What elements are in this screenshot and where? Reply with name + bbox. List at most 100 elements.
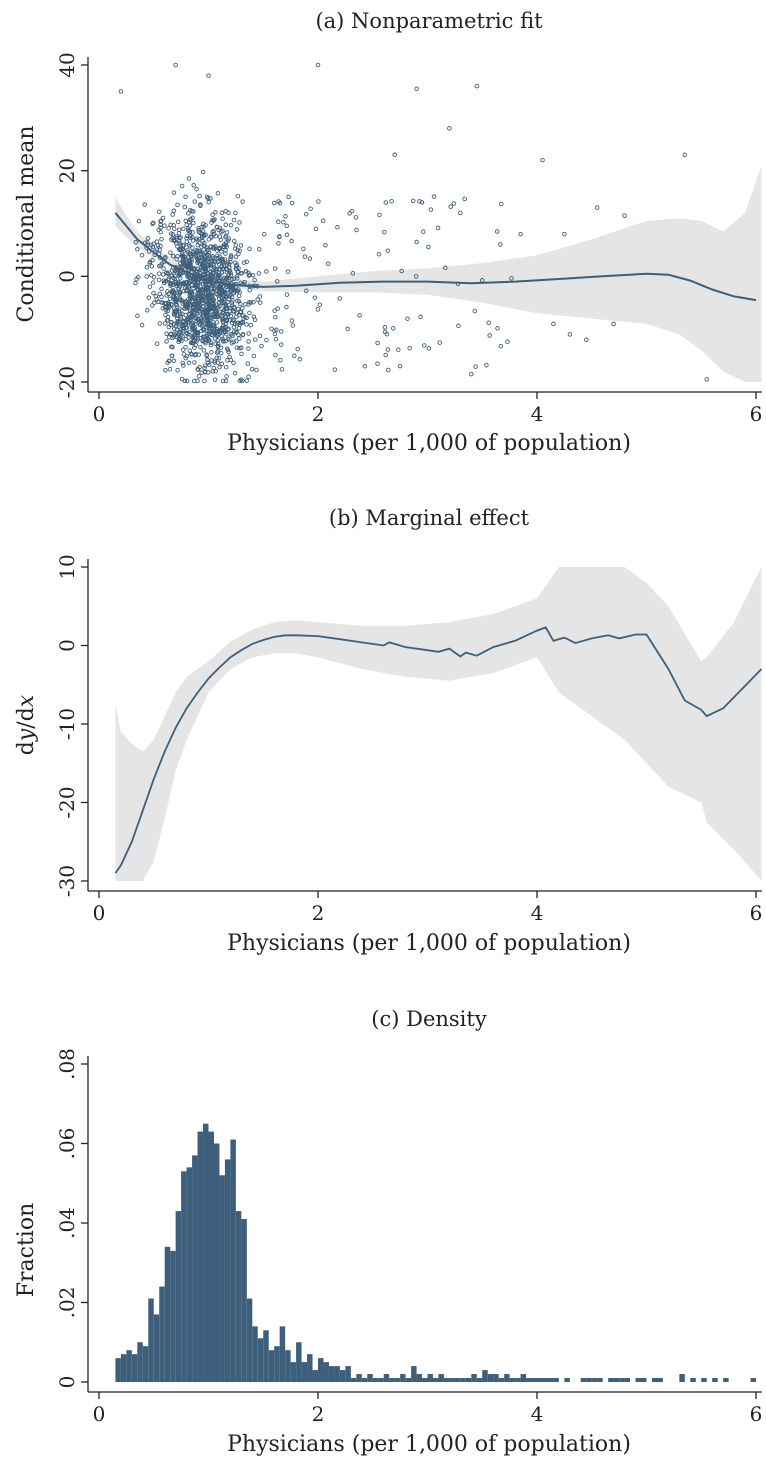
- scatter-point: [156, 271, 162, 276]
- scatter-point: [237, 345, 242, 351]
- scatter-point: [166, 276, 172, 281]
- x-tick-label: 6: [750, 402, 763, 426]
- histogram-bar: [334, 1366, 340, 1382]
- scatter-point: [236, 293, 242, 299]
- scatter-point: [226, 337, 232, 342]
- scatter-point: [187, 233, 193, 239]
- scatter-point: [155, 299, 161, 305]
- scatter-point: [171, 208, 177, 214]
- scatter-point: [234, 345, 240, 350]
- scatter-point: [323, 243, 328, 248]
- scatter-point: [166, 335, 172, 340]
- scatter-point: [235, 247, 240, 253]
- scatter-point: [499, 201, 504, 207]
- scatter-point: [236, 287, 241, 292]
- scatter-point: [192, 326, 198, 331]
- scatter-point: [162, 321, 168, 326]
- scatter-point: [175, 244, 180, 249]
- histogram-bar: [164, 1246, 171, 1382]
- scatter-point: [246, 331, 251, 336]
- panel-c-title: (c) Density: [371, 1007, 487, 1031]
- scatter-point: [259, 343, 264, 349]
- scatter-point: [247, 272, 253, 278]
- confidence-band: [115, 567, 762, 881]
- scatter-point: [227, 317, 232, 323]
- scatter-point: [244, 322, 249, 327]
- histogram-bar: [274, 1346, 280, 1382]
- scatter-point: [385, 248, 390, 253]
- scatter-point: [247, 310, 252, 316]
- scatter-point: [196, 352, 201, 357]
- scatter-point: [239, 305, 245, 311]
- scatter-point: [171, 253, 176, 259]
- histogram-bar: [170, 1250, 176, 1382]
- scatter-point: [584, 337, 589, 342]
- scatter-point: [274, 279, 280, 284]
- scatter-point: [205, 262, 211, 267]
- scatter-point: [389, 198, 394, 204]
- scatter-point: [396, 347, 401, 352]
- histogram-bar: [471, 1374, 477, 1382]
- scatter-point: [220, 319, 226, 324]
- scatter-point: [234, 274, 240, 279]
- scatter-point: [385, 347, 391, 352]
- scatter-point: [191, 220, 196, 226]
- scatter-point: [252, 317, 258, 323]
- scatter-point: [200, 322, 205, 327]
- scatter-point: [187, 243, 192, 249]
- scatter-point: [162, 305, 168, 310]
- scatter-point: [278, 357, 283, 363]
- scatter-point: [233, 210, 238, 216]
- scatter-point: [159, 236, 164, 242]
- scatter-point: [228, 259, 233, 265]
- scatter-point: [215, 360, 220, 365]
- scatter-point: [163, 312, 168, 318]
- scatter-point: [204, 245, 209, 250]
- scatter-point: [397, 363, 403, 369]
- scatter-point: [204, 287, 210, 293]
- scatter-points: [118, 62, 709, 384]
- scatter-point: [212, 358, 218, 363]
- scatter-point: [202, 257, 207, 262]
- scatter-point: [175, 219, 181, 225]
- scatter-point: [215, 333, 220, 338]
- scatter-point: [223, 303, 229, 309]
- scatter-point: [210, 246, 216, 251]
- scatter-point: [208, 286, 213, 292]
- scatter-point: [276, 199, 281, 204]
- scatter-point: [190, 230, 195, 235]
- scatter-point: [200, 292, 205, 298]
- x-tick-label: 0: [93, 901, 106, 925]
- scatter-point: [272, 331, 278, 337]
- scatter-point: [161, 278, 167, 283]
- scatter-point: [222, 275, 227, 281]
- histogram-bar: [651, 1378, 658, 1382]
- scatter-point: [383, 352, 388, 358]
- scatter-point: [133, 280, 138, 286]
- scatter-point: [376, 251, 382, 257]
- scatter-point: [353, 215, 359, 220]
- histogram-bar: [526, 1378, 532, 1382]
- histogram-bar: [175, 1211, 182, 1382]
- scatter-point: [135, 274, 141, 280]
- scatter-point: [272, 266, 278, 271]
- scatter-point: [237, 378, 243, 384]
- scatter-point: [257, 333, 263, 339]
- histogram-bar: [504, 1374, 510, 1382]
- histogram-bar: [547, 1378, 554, 1382]
- scatter-point: [251, 299, 256, 305]
- scatter-point: [167, 366, 173, 372]
- scatter-point: [171, 237, 177, 242]
- scatter-point: [211, 323, 216, 328]
- y-tick-label: 0: [55, 1376, 79, 1389]
- histogram-bar: [192, 1155, 198, 1382]
- scatter-point: [240, 332, 246, 337]
- scatter-point: [194, 338, 199, 344]
- scatter-point: [228, 270, 233, 276]
- histogram-bar: [301, 1362, 308, 1383]
- x-tick-label: 6: [750, 901, 763, 925]
- histogram-bar: [285, 1350, 291, 1382]
- scatter-point: [224, 311, 229, 317]
- scatter-point: [223, 251, 228, 256]
